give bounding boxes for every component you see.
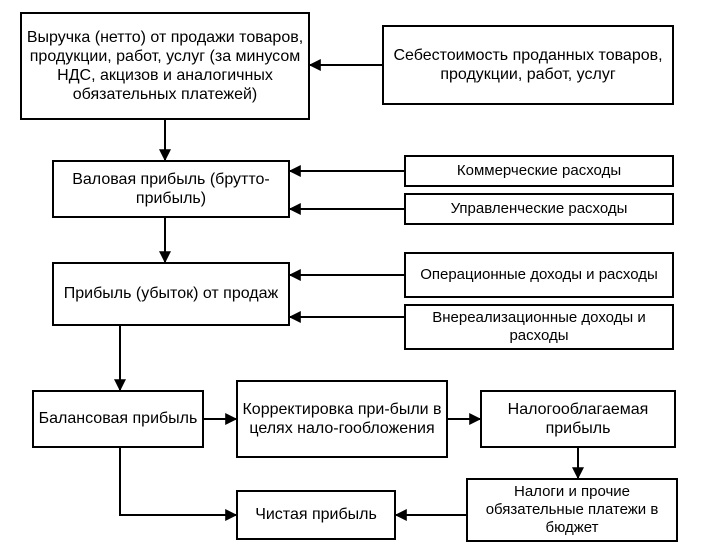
node-revenue: Выручка (нетто) от продажи товаров, прод…: [20, 12, 310, 120]
node-operating: Операционные доходы и расходы: [404, 252, 674, 298]
node-label: Балансовая прибыль: [39, 409, 198, 428]
node-label: Себестоимость проданных товаров, продукц…: [388, 46, 668, 84]
node-label: Корректировка при-были в целях нало-гооб…: [242, 400, 442, 438]
node-label: Налогооблагаемая прибыль: [486, 400, 670, 438]
node-balance-profit: Балансовая прибыль: [32, 390, 204, 448]
node-label: Выручка (нетто) от продажи товаров, прод…: [26, 28, 304, 105]
node-taxable-profit: Налогооблагаемая прибыль: [480, 390, 676, 448]
node-gross-profit: Валовая прибыль (брутто-прибыль): [52, 160, 290, 218]
node-label: Прибыль (убыток) от продаж: [64, 284, 278, 303]
node-net-profit: Чистая прибыль: [236, 490, 396, 540]
node-label: Чистая прибыль: [255, 505, 377, 524]
node-admin-exp: Управленческие расходы: [404, 193, 674, 225]
edge-balance-to-net: [120, 448, 236, 515]
node-label: Внереализационные доходы и расходы: [410, 309, 668, 345]
flowchart-canvas: { "flowchart": { "type": "flowchart", "b…: [0, 0, 702, 554]
node-sales-profit: Прибыль (убыток) от продаж: [52, 262, 290, 326]
node-label: Операционные доходы и расходы: [420, 266, 658, 284]
node-label: Управленческие расходы: [451, 200, 628, 218]
node-label: Коммерческие расходы: [457, 162, 621, 180]
node-label: Валовая прибыль (брутто-прибыль): [58, 170, 284, 208]
node-commercial-exp: Коммерческие расходы: [404, 155, 674, 187]
node-tax-adjustment: Корректировка при-были в целях нало-гооб…: [236, 380, 448, 458]
node-label: Налоги и прочие обязательные платежи в б…: [472, 483, 672, 537]
node-cost-of-goods: Себестоимость проданных товаров, продукц…: [382, 25, 674, 105]
node-non-sales: Внереализационные доходы и расходы: [404, 304, 674, 350]
node-taxes: Налоги и прочие обязательные платежи в б…: [466, 478, 678, 542]
